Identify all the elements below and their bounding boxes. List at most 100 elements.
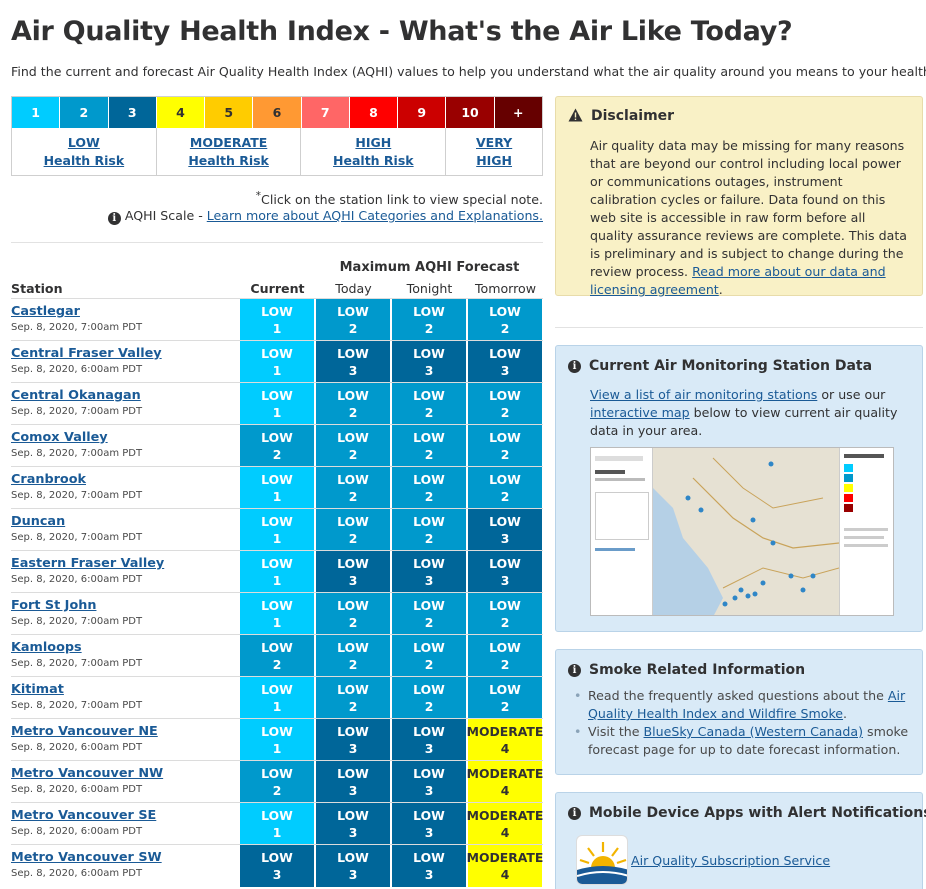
aqhi-level-label: LOW	[261, 304, 293, 319]
aqhi-level-label: MODERATE	[466, 724, 544, 739]
aqhi-value: 4	[500, 741, 510, 756]
aqhi-level-label: LOW	[337, 346, 369, 361]
station-link[interactable]: Central Fraser Valley	[11, 346, 162, 361]
risk-category-link[interactable]: HIGH Health Risk	[301, 128, 447, 176]
aqhi-value: 3	[424, 783, 434, 798]
aqhi-cell: MODERATE 4	[466, 803, 544, 845]
aqhi-cell: LOW 3	[392, 719, 467, 761]
aqhi-scale: 1 2 3 4 5 6 7 8 9 10 + LOW Health Risk MODERATE Healt…	[11, 96, 543, 176]
mobile-apps-panel: i Mobile Device Apps with Alert Notificat…	[555, 792, 926, 889]
station-link[interactable]: Metro Vancouver NE	[11, 724, 158, 739]
aqhi-scale-cell: 9	[398, 97, 447, 128]
aqhi-cell: LOW 2	[392, 299, 467, 341]
bluesky-link[interactable]: BlueSky Canada (Western Canada)	[643, 724, 864, 739]
smoke-title: i Smoke Related Information	[568, 662, 805, 678]
aqhi-value: 2	[424, 489, 434, 504]
aqhi-level-label: LOW	[261, 472, 293, 487]
aqhi-level-label: LOW	[337, 598, 369, 613]
aqhi-cell: LOW 1	[240, 383, 315, 425]
today-column-header: Today	[335, 281, 372, 296]
station-link[interactable]: Metro Vancouver SE	[11, 808, 157, 823]
aqhi-cell: LOW 1	[240, 299, 315, 341]
aqhi-value: 2	[424, 321, 434, 336]
aqhi-level-label: LOW	[261, 808, 293, 823]
station-link[interactable]: Castlegar	[11, 304, 80, 319]
aqhi-level-label: LOW	[413, 346, 445, 361]
aqhi-level-label: MODERATE	[466, 808, 544, 823]
aqhi-value: 2	[272, 783, 282, 798]
station-link[interactable]: Kamloops	[11, 640, 82, 655]
aqhi-value: 3	[348, 573, 358, 588]
aqhi-value: 3	[272, 867, 282, 882]
data-licensing-link[interactable]: Read more about our data and licensing a…	[590, 264, 886, 297]
risk-category-link[interactable]: MODERATE Health Risk	[157, 128, 302, 176]
station-link[interactable]: Eastern Fraser Valley	[11, 556, 165, 571]
aqhi-cell: LOW 1	[240, 719, 315, 761]
table-row: Duncan Sep. 8, 2020, 7:00am PDT LOW 1 LOW 2 LO…	[11, 508, 543, 551]
aqhi-cell: LOW 2	[468, 425, 543, 467]
aqhi-level-label: LOW	[489, 472, 521, 487]
station-list-link[interactable]: View a list of air monitoring stations	[590, 387, 818, 402]
station-timestamp: Sep. 8, 2020, 7:00am PDT	[11, 490, 143, 501]
aqhi-cell: LOW 2	[240, 635, 315, 677]
aqhi-level-label: LOW	[489, 598, 521, 613]
aqhi-value: 3	[424, 825, 434, 840]
monitoring-text: View a list of air monitoring stations o…	[590, 387, 898, 438]
subscription-service-row: Air Quality Subscription Service	[631, 852, 830, 870]
aqhi-scale-risks: LOW Health Risk MODERATE Health Risk HIGH Hea…	[12, 128, 542, 176]
station-link[interactable]: Fort St John	[11, 598, 97, 613]
aqhi-cell: LOW 2	[392, 383, 467, 425]
station-link[interactable]: Kitimat	[11, 682, 64, 697]
aqhi-cell: LOW 2	[316, 677, 391, 719]
station-link[interactable]: Metro Vancouver SW	[11, 850, 162, 865]
aqhi-value: 2	[348, 531, 358, 546]
aqhi-cell: LOW 2	[316, 425, 391, 467]
station-link[interactable]: Central Okanagan	[11, 388, 141, 403]
station-link[interactable]: Comox Valley	[11, 430, 108, 445]
station-link[interactable]: Cranbrook	[11, 472, 87, 487]
aqhi-cell: LOW 2	[316, 509, 391, 551]
page-intro: Find the current and forecast Air Qualit…	[11, 64, 926, 79]
aqhi-cell: LOW 1	[240, 509, 315, 551]
info-icon: i	[568, 360, 581, 373]
aqhi-level-label: LOW	[337, 304, 369, 319]
risk-category-link[interactable]: VERY HIGH	[446, 128, 542, 176]
station-timestamp: Sep. 8, 2020, 7:00am PDT	[11, 322, 143, 333]
map-sidebar	[591, 448, 653, 615]
aqhi-level-label: LOW	[489, 640, 521, 655]
info-icon: i	[107, 212, 121, 225]
aqhi-value: 1	[272, 363, 282, 378]
aqhi-cell: LOW 1	[240, 467, 315, 509]
info-icon: i	[568, 664, 581, 677]
aqhi-level-label: LOW	[413, 598, 445, 613]
subscription-service-link[interactable]: Air Quality Subscription Service	[631, 853, 831, 868]
table-row: Kitimat Sep. 8, 2020, 7:00am PDT LOW 1 LOW 2 L…	[11, 676, 543, 719]
aqhi-categories-link[interactable]: Learn more about AQHI Categories and Exp…	[206, 208, 543, 223]
interactive-map-preview[interactable]	[590, 447, 894, 616]
aqhi-cell: LOW 2	[240, 761, 315, 803]
aqhi-cell: LOW 3	[316, 761, 391, 803]
table-row: Metro Vancouver SE Sep. 8, 2020, 6:00am P…	[11, 802, 544, 845]
station-note: *Click on the station link to view speci…	[255, 190, 543, 208]
aqhi-cell: LOW 2	[468, 467, 543, 509]
station-link[interactable]: Duncan	[11, 514, 66, 529]
aqhi-value: 4	[500, 825, 510, 840]
aqhi-value: 2	[424, 405, 434, 420]
interactive-map-link[interactable]: interactive map	[590, 405, 690, 420]
table-row: Eastern Fraser Valley Sep. 8, 2020, 6:00a…	[11, 550, 543, 593]
disclaimer-title: Disclaimer	[568, 108, 674, 124]
station-link[interactable]: Metro Vancouver NW	[11, 766, 164, 781]
table-row: Central Okanagan Sep. 8, 2020, 7:00am PDT…	[11, 382, 543, 425]
aqhi-value: 2	[348, 447, 358, 462]
aqhi-level-label: LOW	[413, 724, 445, 739]
aqhi-level-label: LOW	[337, 640, 369, 655]
aqhi-value: 3	[500, 531, 510, 546]
aqhi-cell: LOW 3	[316, 803, 391, 845]
aqhi-value: 2	[424, 531, 434, 546]
risk-category-link[interactable]: LOW Health Risk	[12, 128, 157, 176]
aqhi-cell: LOW 2	[240, 425, 315, 467]
station-timestamp: Sep. 8, 2020, 7:00am PDT	[11, 406, 143, 417]
aqhi-value: 2	[424, 447, 434, 462]
aqhi-cell: LOW 3	[468, 341, 543, 383]
wildfire-smoke-faq-link[interactable]: Air Quality Health Index and Wildfire Sm…	[588, 688, 906, 721]
